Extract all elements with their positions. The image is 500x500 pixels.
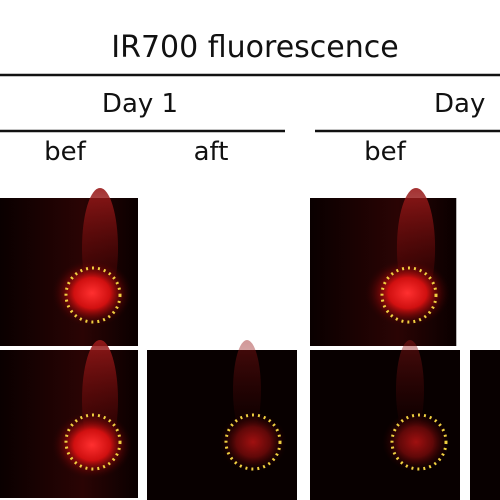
column-label: bef	[44, 137, 87, 167]
fluorescence-image	[147, 340, 297, 500]
column-label: aft	[194, 137, 229, 167]
fluorescence-image	[310, 188, 457, 346]
group-label: Day 1	[102, 89, 178, 119]
fluorescence-image	[470, 350, 500, 500]
fluorescence-image	[0, 340, 138, 498]
group-label: Day	[434, 89, 485, 119]
column-label: bef	[364, 137, 407, 167]
figure-title: IR700 fluorescence	[111, 30, 398, 65]
fluorescence-image	[0, 188, 138, 346]
fluorescence-image	[310, 340, 460, 500]
